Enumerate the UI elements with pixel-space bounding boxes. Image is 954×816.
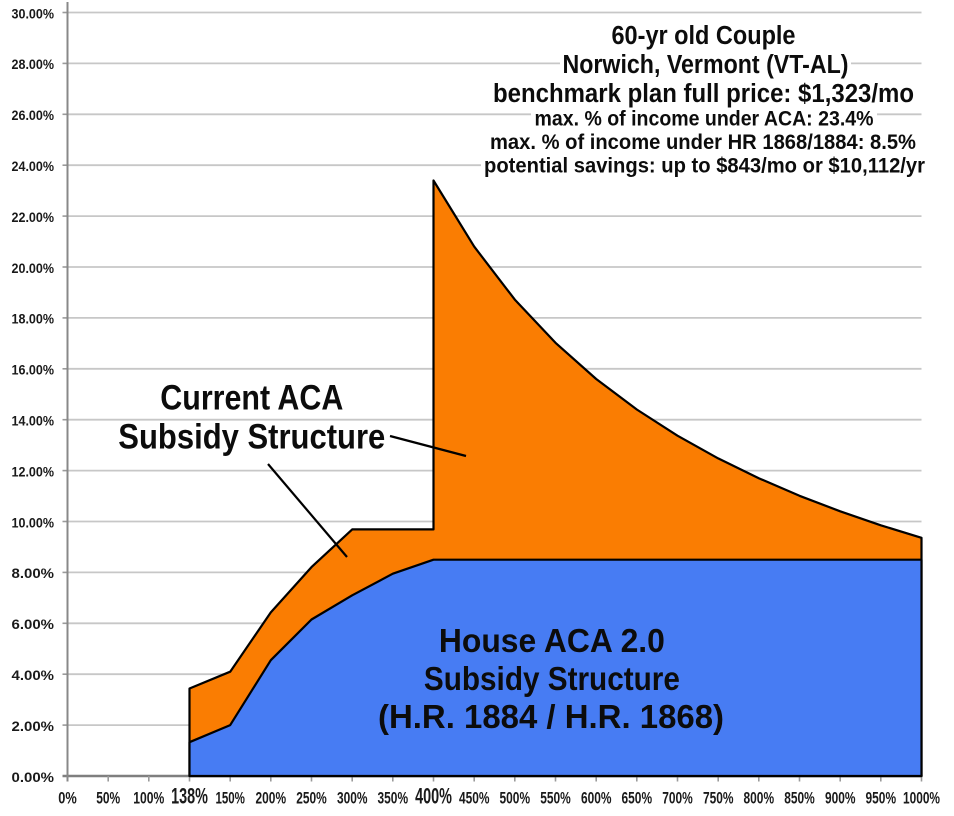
svg-text:250%: 250% (296, 790, 327, 808)
svg-text:450%: 450% (459, 790, 490, 808)
svg-text:100%: 100% (133, 790, 164, 808)
svg-text:300%: 300% (337, 790, 368, 808)
svg-text:Subsidy Structure: Subsidy Structure (118, 417, 385, 457)
svg-text:900%: 900% (825, 790, 856, 808)
svg-text:800%: 800% (744, 790, 775, 808)
svg-text:12.00%: 12.00% (12, 463, 55, 479)
svg-text:700%: 700% (662, 790, 693, 808)
svg-text:150%: 150% (215, 790, 245, 808)
svg-text:26.00%: 26.00% (12, 107, 55, 123)
svg-text:24.00%: 24.00% (12, 158, 55, 174)
svg-text:14.00%: 14.00% (12, 413, 55, 429)
svg-text:20.00%: 20.00% (12, 260, 55, 276)
svg-text:400%: 400% (415, 784, 452, 809)
svg-text:600%: 600% (581, 790, 612, 808)
svg-text:Current ACA: Current ACA (160, 378, 343, 418)
svg-text:22.00%: 22.00% (12, 209, 55, 225)
svg-text:benchmark plan full price: $1,: benchmark plan full price: $1,323/mo (493, 80, 914, 108)
svg-text:350%: 350% (378, 790, 409, 808)
svg-text:30.00%: 30.00% (12, 5, 55, 21)
svg-text:potential savings: up to $843/: potential savings: up to $843/mo or $10,… (484, 155, 925, 178)
svg-text:950%: 950% (866, 790, 897, 808)
svg-text:28.00%: 28.00% (12, 56, 55, 72)
svg-text:2.00%: 2.00% (12, 718, 55, 734)
svg-text:6.00%: 6.00% (12, 616, 55, 632)
svg-text:200%: 200% (256, 790, 287, 808)
svg-text:4.00%: 4.00% (12, 667, 55, 683)
svg-text:House ACA 2.0: House ACA 2.0 (439, 622, 665, 659)
svg-text:138%: 138% (171, 784, 208, 809)
svg-text:(H.R. 1884 / H.R. 1868): (H.R. 1884 / H.R. 1868) (378, 698, 724, 735)
svg-text:650%: 650% (622, 790, 653, 808)
svg-text:850%: 850% (784, 790, 815, 808)
svg-text:60-yr old Couple: 60-yr old Couple (612, 22, 796, 50)
svg-text:18.00%: 18.00% (12, 311, 55, 327)
svg-text:16.00%: 16.00% (12, 362, 55, 378)
svg-text:Norwich, Vermont (VT-AL): Norwich, Vermont (VT-AL) (563, 51, 849, 79)
svg-text:0%: 0% (58, 790, 77, 808)
svg-text:10.00%: 10.00% (12, 514, 55, 530)
svg-text:1000%: 1000% (903, 790, 940, 808)
svg-text:max. % of income under HR 1868: max. % of income under HR 1868/1884: 8.5… (490, 131, 916, 154)
svg-text:Subsidy Structure: Subsidy Structure (424, 660, 680, 697)
svg-text:750%: 750% (703, 790, 734, 808)
svg-text:550%: 550% (540, 790, 571, 808)
svg-text:50%: 50% (96, 790, 120, 808)
svg-text:max. % of income under ACA: 23: max. % of income under ACA: 23.4% (535, 108, 874, 131)
svg-text:0.00%: 0.00% (12, 769, 55, 785)
svg-text:500%: 500% (500, 790, 531, 808)
svg-text:8.00%: 8.00% (12, 565, 55, 581)
